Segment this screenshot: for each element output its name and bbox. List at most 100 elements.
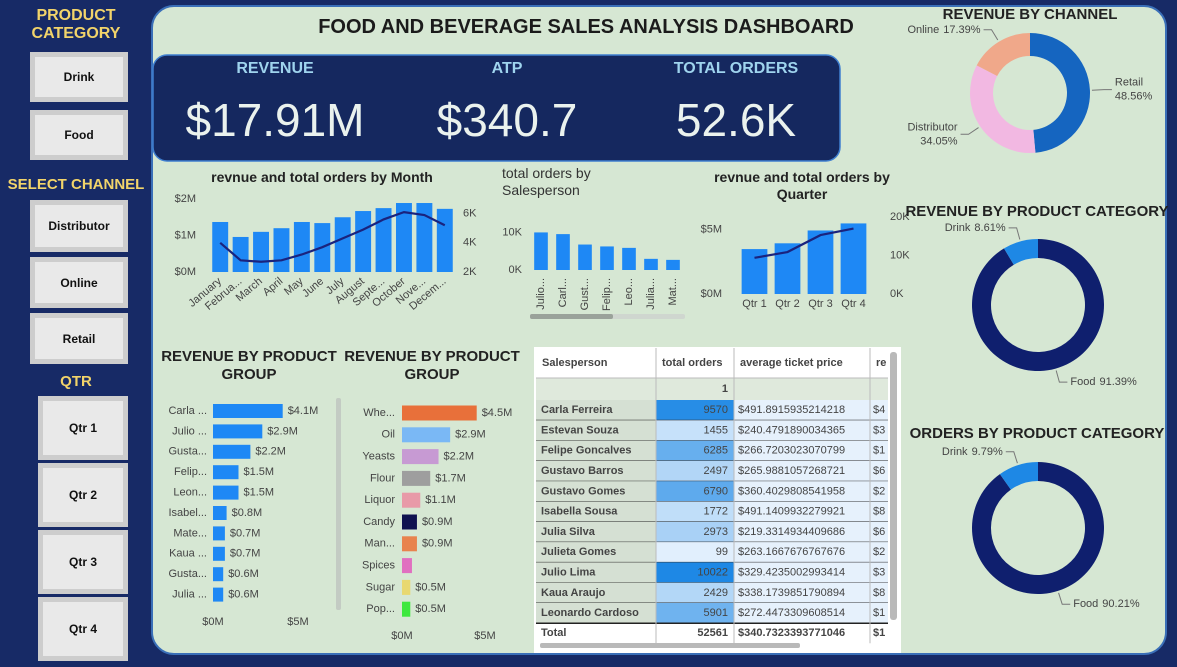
slicer-button[interactable]: Qtr 1 [38,396,128,460]
table-cell-text: 5901 [704,607,728,619]
data-label: Food 90.21% [1073,598,1140,610]
table-cell [656,460,734,482]
table-cell [734,562,888,583]
chart-title: REVENUE BY PRODUCT GROUP [161,348,337,383]
y-tick-label: Yeasts [362,451,395,463]
bar [355,211,372,272]
bar [600,246,614,270]
y-tick-label: Kaua ... [169,548,207,560]
slicer-button[interactable]: Qtr 3 [38,530,128,594]
table-cell [656,521,734,543]
table: Salesperson total orders average ticket pr… [536,348,888,644]
data-label: Drink 8.61% [945,222,1006,234]
y-tick-label: $2M [175,193,196,205]
table-cell [734,481,888,502]
table-cell-text: $265.9881057268721 [738,465,845,477]
table-cell-text: $272.4473309608514 [738,607,845,619]
table-cell [656,400,734,421]
table-cell [734,603,888,624]
table-cell [536,603,656,624]
category-label: Online [907,24,939,36]
table-cell-text: 9570 [704,404,728,416]
y-tick-label: $0M [175,266,196,278]
y-tick-label: Gusta... [168,568,207,580]
bar [334,217,351,272]
table-cell [536,521,656,543]
scrollbar [540,643,800,648]
leader-line [1008,227,1021,240]
slicer-button[interactable]: Qtr 2 [38,463,128,527]
value-label: 8.61% [974,222,1005,234]
table-cell [656,562,734,583]
table-total-text: Total [541,627,566,639]
table-cell [536,460,656,482]
kpi-label: REVENUE [236,60,314,77]
table-cell [536,440,656,461]
data-label: $2.9M [267,425,298,437]
x-tick-label: Julia... [645,278,657,310]
bar [402,601,411,617]
category-label: Distributor [907,121,957,133]
y-tick-label: Candy [363,516,395,528]
data-label: Distributor 34.05% [907,121,957,147]
bar [213,526,225,541]
bar [213,506,227,520]
y2-tick-label: 0K [890,288,904,300]
slicer-button[interactable]: Food [30,110,128,160]
bar [213,587,224,602]
y-tick-label: Isabel... [168,507,207,519]
table-cell [536,542,656,563]
table-cell-text: Kaua Araujo [541,587,606,599]
table-cell-text: $3 [873,566,885,578]
line [754,227,854,259]
data-label: $0.7M [230,548,261,560]
slicer-button[interactable]: Distributor [30,200,128,252]
y-tick-label: 0K [509,264,523,276]
table-cell-text: $6 [873,465,885,477]
table-cell-text: $8 [873,587,885,599]
bar [416,203,433,272]
table-cell-text: $2 [873,485,885,497]
y-tick-label: Sugar [366,581,396,593]
table-cell [734,460,888,482]
data-label: Retail 48.56% [1115,77,1153,103]
y-tick-label: Whe... [363,407,395,419]
bar [840,223,867,294]
x-tick-label: Carl... [557,278,569,307]
table-cell-text: Gustavo Gomes [541,485,625,497]
slicer-button[interactable]: Retail [30,313,128,364]
bar [212,221,229,272]
bar [213,404,283,418]
slicer-button[interactable]: Online [30,257,128,308]
table-cell [536,501,656,522]
data-label: $0.5M [415,581,446,593]
table-cell-text: Julia Silva [541,526,596,538]
donut-slice [976,33,1030,76]
data-label: $1.1M [425,494,456,506]
x-tick-label: Qtr 3 [808,298,832,310]
y-tick-label: 10K [502,226,522,238]
chart-title: REVENUE BY CHANNEL [942,6,1118,23]
line [219,211,446,263]
kpi-value: 52.6K [675,94,797,146]
table-cell-text: 2973 [704,526,728,538]
column-header: total orders [662,357,723,369]
bar [402,492,421,508]
bar [666,259,680,270]
x-tick-label: $0M [391,630,412,642]
bar [402,427,451,443]
leader-line [1005,451,1018,464]
data-label: $4.5M [482,407,513,419]
table-cell [656,420,734,441]
table-cell [656,582,734,603]
slicer-button[interactable]: Drink [30,52,128,102]
slicer-button[interactable]: Qtr 4 [38,597,128,661]
y2-tick-label: 20K [890,211,910,223]
data-label: $2.2M [255,446,286,458]
table-cell-text: $4 [873,404,885,416]
data-label: $0.8M [232,507,263,519]
chart-title: revnue and total orders by Month [211,169,433,185]
y-tick-label: Carla ... [168,405,207,417]
